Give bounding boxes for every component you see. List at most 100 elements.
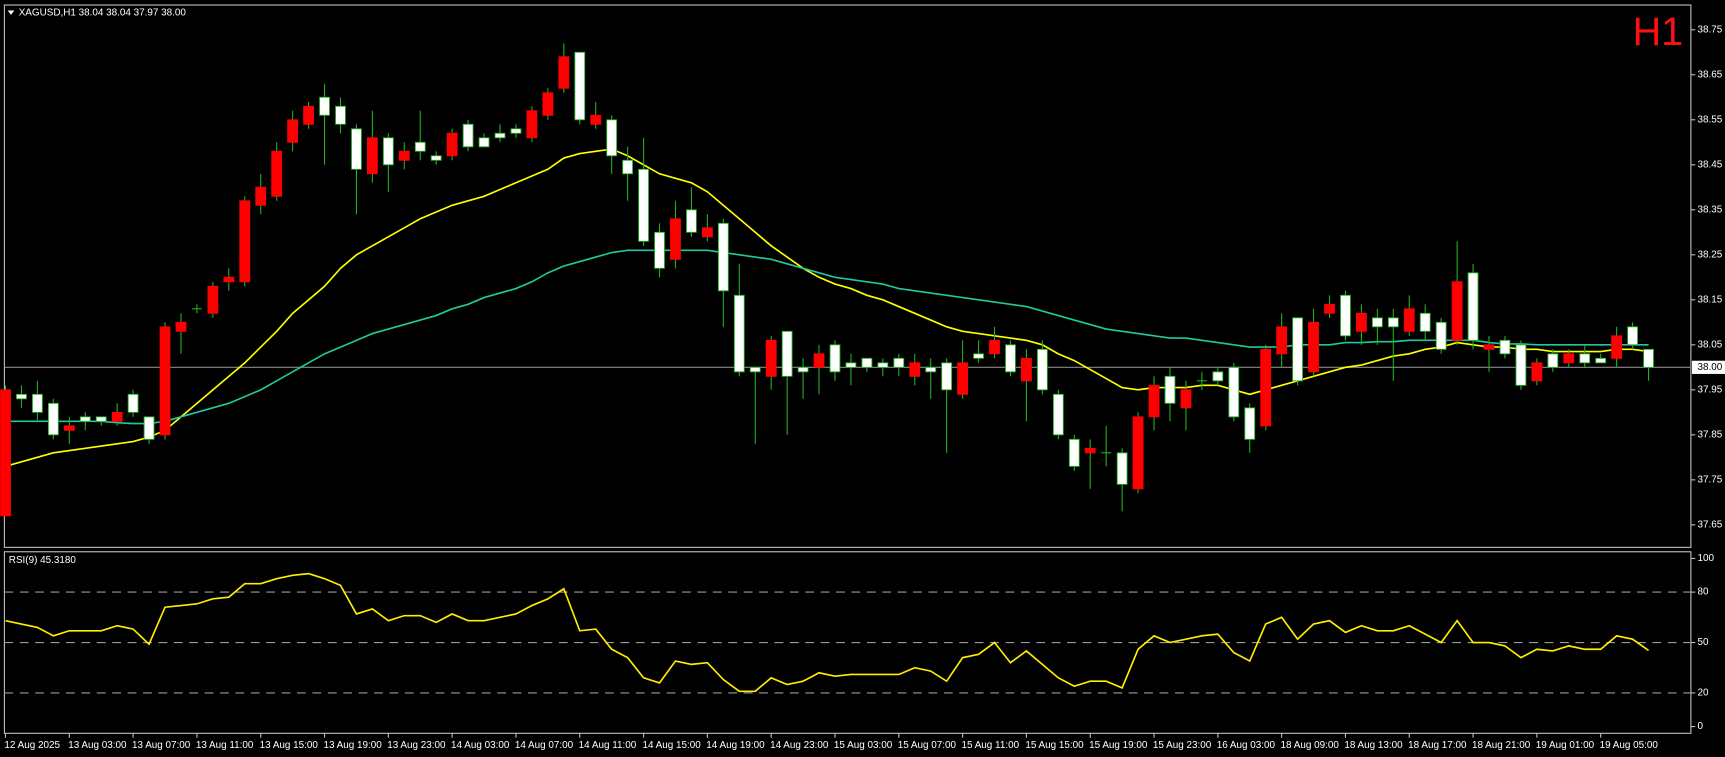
candle-body <box>909 362 921 377</box>
candle-body <box>1116 452 1128 485</box>
candle-body <box>813 353 825 368</box>
x-tick-label: 15 Aug 19:00 <box>1089 740 1148 751</box>
x-tick-label: 14 Aug 07:00 <box>515 740 574 751</box>
x-tick-label: 14 Aug 19:00 <box>706 740 765 751</box>
candle-body <box>1483 344 1495 350</box>
candle-body <box>1595 357 1607 364</box>
candle-body <box>526 110 538 139</box>
candle-body <box>638 168 649 242</box>
candle-body <box>1036 348 1048 391</box>
x-tick-label: 13 Aug 19:00 <box>323 740 382 751</box>
candle-body <box>1052 393 1064 436</box>
x-tick-label: 16 Aug 03:00 <box>1217 740 1276 751</box>
y-tick-label: 20 <box>1697 688 1709 699</box>
rsi-line <box>5 572 1650 693</box>
x-tick-label: 19 Aug 01:00 <box>1536 740 1595 751</box>
candle-body <box>606 119 618 157</box>
candle-body <box>893 357 905 368</box>
candle-body <box>1308 321 1319 373</box>
candle-body <box>1005 344 1016 373</box>
candle-body <box>797 366 809 373</box>
candle-body <box>478 137 490 148</box>
x-tick-label: 14 Aug 03:00 <box>451 740 510 751</box>
candle-body <box>79 416 91 422</box>
candle-body <box>845 362 857 368</box>
candle-body <box>686 209 697 233</box>
candle-body <box>143 416 155 440</box>
candle-body <box>925 366 937 373</box>
candle-body <box>622 159 634 175</box>
candle-body <box>398 150 410 161</box>
x-tick-label: 13 Aug 03:00 <box>68 740 127 751</box>
candle-body <box>590 114 602 125</box>
y-tick-label: 38.65 <box>1697 69 1722 80</box>
y-tick-label: 80 <box>1697 587 1709 598</box>
x-tick-label: 14 Aug 11:00 <box>579 740 637 751</box>
y-tick-label: 38.75 <box>1697 24 1722 35</box>
candle-body <box>1356 312 1367 332</box>
candle-body <box>1515 344 1527 386</box>
menu-icon[interactable] <box>7 10 15 15</box>
candle-body <box>63 425 75 431</box>
candle-body <box>16 393 27 400</box>
candle-body <box>111 411 123 422</box>
x-tick-label: 14 Aug 15:00 <box>642 740 701 751</box>
candle-body <box>223 276 235 283</box>
candle-body <box>957 362 969 395</box>
candle-body <box>414 141 426 152</box>
y-tick-label: 0 <box>1697 721 1703 732</box>
candle-body <box>781 330 793 377</box>
candle-body <box>542 92 554 116</box>
x-tick-label: 13 Aug 15:00 <box>260 740 319 751</box>
y-tick-label: 37.85 <box>1697 429 1722 440</box>
candle-body <box>1499 339 1511 355</box>
candle-body <box>558 56 570 89</box>
candle-body <box>877 362 889 368</box>
y-tick-label: 38.35 <box>1697 204 1722 215</box>
candle-body <box>175 321 187 332</box>
candle-body <box>239 200 251 283</box>
candle-body <box>1435 321 1447 350</box>
candle-body <box>255 186 267 206</box>
candle-body <box>989 339 1000 355</box>
candle-body <box>494 132 506 139</box>
candle-body <box>1148 384 1160 418</box>
candle-body <box>1021 357 1032 382</box>
candle-body <box>1244 407 1256 440</box>
candle-body <box>765 339 777 377</box>
candle-body <box>207 285 219 314</box>
candle-body <box>941 362 953 391</box>
candle-body <box>1387 317 1399 328</box>
candle-body <box>717 222 729 292</box>
y-tick-label: 100 <box>1697 553 1714 564</box>
price-label-box <box>1691 360 1725 374</box>
candle-body <box>446 132 458 157</box>
candle-body <box>1467 272 1479 341</box>
x-tick-label: 15 Aug 11:00 <box>962 740 1020 751</box>
candle-body <box>382 137 394 166</box>
x-tick-label: 12 Aug 2025 <box>4 740 60 751</box>
candle-body <box>1324 303 1335 314</box>
period-label: H1 <box>1633 10 1684 54</box>
candle-body <box>973 353 984 359</box>
x-tick-label: 15 Aug 07:00 <box>898 740 957 751</box>
x-tick-label: 19 Aug 05:00 <box>1600 740 1659 751</box>
y-tick-label: 38.05 <box>1697 339 1722 350</box>
x-tick-label: 15 Aug 23:00 <box>1153 740 1212 751</box>
candle-body <box>0 389 11 517</box>
chart-header: XAGUSD,H1 38.04 38.04 37.97 38.00 <box>19 7 187 18</box>
candle-body <box>654 231 665 269</box>
y-tick-label: 37.95 <box>1697 384 1722 395</box>
moving-average <box>5 249 1649 425</box>
candle-body <box>1627 326 1638 346</box>
candle-body <box>1212 371 1224 382</box>
candle-body <box>1451 281 1463 341</box>
x-tick-label: 13 Aug 07:00 <box>132 740 191 751</box>
y-tick-label: 38.55 <box>1697 114 1722 125</box>
candle-body <box>47 402 59 436</box>
y-tick-label: 38.45 <box>1697 159 1722 170</box>
candle-body <box>670 218 681 260</box>
candle-body <box>1611 335 1623 359</box>
candle-body <box>430 155 442 161</box>
y-tick-label: 50 <box>1697 637 1709 648</box>
